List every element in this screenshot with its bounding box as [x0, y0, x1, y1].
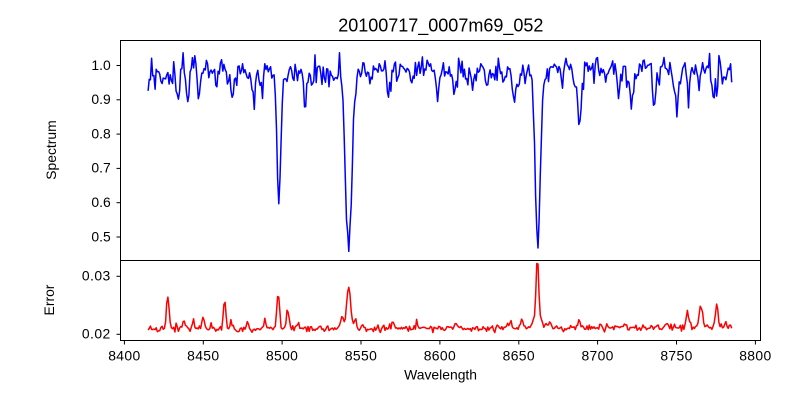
svg-text:0.5: 0.5 [91, 228, 111, 244]
svg-text:0.9: 0.9 [91, 91, 111, 107]
svg-text:8600: 8600 [424, 348, 456, 364]
svg-text:0.8: 0.8 [91, 125, 111, 141]
svg-text:8750: 8750 [660, 348, 692, 364]
svg-text:0.6: 0.6 [91, 194, 111, 210]
svg-text:8550: 8550 [345, 348, 377, 364]
svg-text:Error: Error [41, 284, 57, 315]
svg-text:Spectrum: Spectrum [43, 120, 59, 179]
svg-text:0.7: 0.7 [91, 160, 111, 176]
svg-text:8400: 8400 [108, 348, 140, 364]
svg-text:8700: 8700 [581, 348, 613, 364]
svg-text:0.02: 0.02 [82, 326, 111, 342]
svg-text:Wavelength: Wavelength [404, 366, 477, 382]
svg-text:8650: 8650 [503, 348, 535, 364]
svg-text:8800: 8800 [739, 348, 771, 364]
svg-text:1.0: 1.0 [91, 57, 111, 73]
svg-text:0.03: 0.03 [82, 268, 111, 284]
svg-text:8500: 8500 [266, 348, 298, 364]
svg-text:8450: 8450 [187, 348, 219, 364]
svg-text:20100717_0007m69_052: 20100717_0007m69_052 [338, 16, 543, 37]
